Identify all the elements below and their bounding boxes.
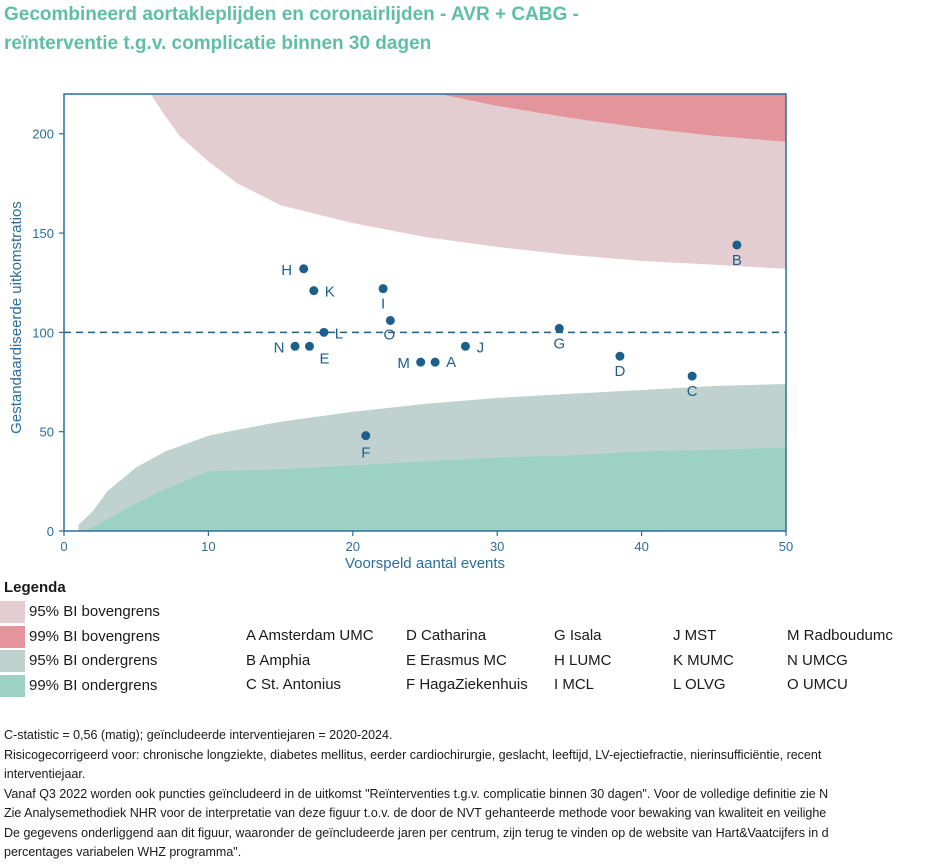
data-point-h[interactable] bbox=[299, 264, 309, 274]
plot-frame bbox=[63, 93, 787, 532]
legend-label: 99% BI ondergrens bbox=[29, 676, 158, 694]
y-tick-label: 150 bbox=[32, 226, 54, 241]
center-entry: I MCL bbox=[554, 676, 595, 693]
x-axis: 0 10 20 30 40 50 bbox=[60, 531, 793, 554]
x-tick-label: 30 bbox=[490, 539, 504, 554]
chart-title-line1: Gecombineerd aortakleplijden en coronair… bbox=[4, 4, 579, 25]
data-points: A B C D E F G H I J K L M N O bbox=[274, 240, 742, 462]
data-point-n[interactable] bbox=[290, 341, 300, 351]
footnote-line: C-statistic = 0,56 (matig); geïncludeerd… bbox=[4, 728, 393, 742]
data-point-g[interactable] bbox=[554, 323, 564, 333]
x-tick-label: 40 bbox=[634, 539, 648, 554]
center-entry: K MUMC bbox=[673, 651, 734, 669]
legend-swatch bbox=[0, 650, 25, 672]
center-entry: G Isala bbox=[554, 627, 602, 644]
data-point-label-k: K bbox=[325, 284, 335, 301]
chart-title-line2: reïnterventie t.g.v. complicatie binnen … bbox=[4, 33, 432, 54]
data-point-o[interactable] bbox=[385, 315, 395, 325]
data-point-label-b: B bbox=[732, 252, 742, 269]
data-point-label-i: I bbox=[381, 296, 385, 313]
data-point-l[interactable] bbox=[319, 327, 329, 337]
footnote-line: De gegevens onderliggend aan dit figuur,… bbox=[4, 825, 829, 840]
center-entry: C St. Antonius bbox=[246, 676, 342, 693]
data-point-label-e: E bbox=[319, 350, 329, 367]
center-entry: B Amphia bbox=[246, 651, 311, 669]
footnote-line: interventiejaar. bbox=[4, 767, 86, 781]
center-entry: J MST bbox=[673, 627, 717, 644]
footnote-line: percentages variabelen WHZ programma". bbox=[4, 845, 242, 859]
footnotes: C-statistic = 0,56 (matig); geïncludeerd… bbox=[4, 726, 930, 863]
data-point-label-h: H bbox=[281, 262, 292, 279]
x-tick-label: 10 bbox=[201, 539, 215, 554]
y-tick-label: 0 bbox=[47, 524, 54, 539]
data-point-e[interactable] bbox=[304, 341, 314, 351]
data-point-i[interactable] bbox=[378, 284, 388, 294]
data-point-m[interactable] bbox=[416, 357, 426, 367]
center-entry: F HagaZiekenhuis bbox=[406, 676, 528, 693]
legend-heading: Legenda bbox=[4, 579, 66, 596]
x-tick-label: 0 bbox=[60, 539, 67, 554]
center-entry: L OLVG bbox=[673, 676, 726, 693]
x-axis-label: Voorspeld aantal events bbox=[345, 555, 505, 572]
data-point-label-o: O bbox=[384, 326, 396, 343]
data-point-c[interactable] bbox=[687, 371, 697, 381]
data-point-label-m: M bbox=[397, 355, 410, 372]
chart-title: Gecombineerd aortakleplijden en coronair… bbox=[4, 0, 904, 58]
data-point-label-d: D bbox=[615, 363, 626, 380]
footnote-line: Risicogecorrigeerd voor: chronische long… bbox=[4, 747, 822, 762]
legend-swatch bbox=[0, 625, 25, 648]
center-entry: E Erasmus MC bbox=[406, 651, 507, 669]
confidence-bands bbox=[78, 94, 787, 531]
center-entry: A Amsterdam UMC bbox=[246, 627, 374, 644]
band-99-upper bbox=[439, 94, 786, 142]
band-99-lower bbox=[85, 447, 786, 531]
center-entry: D Catharina bbox=[406, 627, 487, 644]
center-entry: N UMCG bbox=[787, 651, 848, 669]
data-point-b[interactable] bbox=[732, 240, 742, 250]
data-point-label-n: N bbox=[274, 339, 285, 356]
data-point-j[interactable] bbox=[460, 341, 470, 351]
legend-swatch bbox=[0, 674, 25, 697]
center-entry: M Radboudumc bbox=[787, 627, 893, 644]
scatter-chart: 0 10 20 30 40 50 0 50 100 150 200 Voorspeld aanta… bbox=[8, 93, 793, 572]
data-point-d[interactable] bbox=[615, 351, 625, 361]
footnote-line: Zie Analysemethodiek NHR voor de interpr… bbox=[4, 806, 827, 820]
y-tick-label: 200 bbox=[32, 127, 54, 142]
legend-label: 99% BI bovengrens bbox=[29, 627, 160, 645]
data-point-f[interactable] bbox=[361, 431, 371, 441]
legend-label: 95% BI bovengrens bbox=[29, 603, 160, 620]
band-95-upper bbox=[150, 94, 787, 269]
legend-swatch bbox=[0, 601, 25, 623]
data-point-label-l: L bbox=[335, 325, 343, 342]
y-axis-label: Gestandaardiseerde uitkomstratios bbox=[8, 201, 25, 434]
data-point-label-a: A bbox=[446, 354, 456, 371]
center-entry: O UMCU bbox=[787, 676, 848, 693]
data-point-label-j: J bbox=[477, 339, 485, 356]
y-tick-label: 100 bbox=[32, 325, 54, 340]
data-point-a[interactable] bbox=[430, 357, 440, 367]
y-tick-label: 50 bbox=[40, 425, 54, 440]
x-tick-label: 20 bbox=[346, 539, 360, 554]
legend-label: 95% BI ondergrens bbox=[29, 652, 158, 669]
legend-item: 99% BI ondergrens bbox=[0, 674, 158, 697]
center-entry: H LUMC bbox=[554, 651, 612, 669]
x-tick-label: 50 bbox=[779, 539, 793, 554]
data-point-k[interactable] bbox=[309, 286, 319, 296]
footnote-line: Vanaf Q3 2022 worden ook puncties geïncl… bbox=[4, 786, 829, 801]
y-axis: 0 50 100 150 200 bbox=[32, 127, 64, 539]
data-point-label-f: F bbox=[361, 445, 370, 462]
data-point-label-c: C bbox=[687, 383, 698, 400]
data-point-label-g: G bbox=[553, 335, 565, 352]
legend-item: 99% BI bovengrens bbox=[0, 625, 160, 648]
legend-item: 95% BI bovengrens bbox=[0, 601, 160, 623]
legend-item: 95% BI ondergrens bbox=[0, 650, 157, 672]
